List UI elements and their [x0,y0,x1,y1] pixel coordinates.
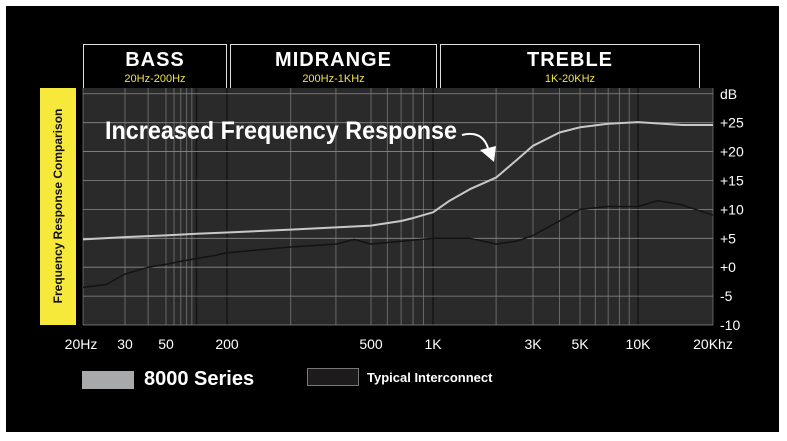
legend-label: 8000 Series [144,368,255,390]
x-tick-label: 200 [215,336,239,352]
x-tick-label: 5K [571,336,589,352]
y-axis-label-box: Frequency Response Comparison [40,88,76,325]
legend-item-8000-series: 8000 Series [82,368,254,391]
y-tick-label: +0 [720,259,736,275]
annotation-text: Increased Frequency Response [105,117,457,145]
x-tick-label: 50 [158,336,174,352]
x-tick-label: 500 [359,336,383,352]
series-line-typical-interconnect [82,199,714,289]
band-midrange: MIDRANGE 200Hz-1KHz [230,44,437,90]
y-tick-label: -5 [720,288,733,304]
legend-item-typical: Typical Interconnect [307,368,492,386]
series-line-8000-series [82,121,713,241]
x-tick-label: 30 [117,336,133,352]
annotation-arrow-curve [461,132,489,149]
x-tick-label: 20Khz [693,336,733,352]
x-tick-label: 3K [524,336,542,352]
y-tick-label: +20 [720,144,744,160]
band-range: 1K-20KHz [544,73,596,85]
y-unit-label: dB [720,86,737,102]
legend-swatch [82,370,134,389]
y-tick-label: +25 [720,115,744,131]
x-tick-label: 20Hz [65,336,98,352]
arrow-icon [480,146,496,162]
band-treble: TREBLE 1K-20KHz [440,44,700,90]
band-title: BASS [125,49,185,71]
legend-label: Typical Interconnect [367,369,493,385]
x-tick-label: 1K [424,336,442,352]
y-tick-label: +5 [720,230,736,246]
x-tick-label: 10K [626,336,652,352]
band-title: MIDRANGE [275,49,392,71]
y-tick-label: +15 [720,172,744,188]
band-range: 200Hz-1KHz [302,73,365,85]
band-bass: BASS 20Hz-200Hz [83,44,227,90]
band-title: TREBLE [527,49,613,71]
legend-swatch [307,368,359,386]
y-tick-label: -10 [720,317,740,333]
band-range: 20Hz-200Hz [124,73,186,85]
y-tick-label: +10 [720,201,744,217]
